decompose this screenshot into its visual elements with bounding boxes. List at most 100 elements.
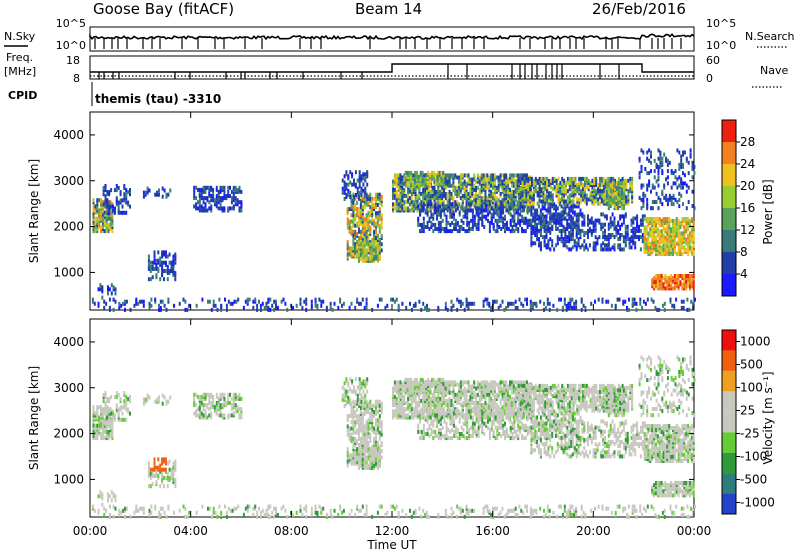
power-cell	[662, 233, 665, 238]
velocity-cell	[346, 447, 349, 452]
power-cell	[460, 218, 463, 223]
power-cell	[514, 192, 517, 196]
power-cell	[347, 182, 350, 187]
freq-panel: Freq. [MHz] 18 8 60 0 Nave CPID themis (…	[4, 51, 788, 106]
power-cell	[690, 276, 693, 281]
velocity-cell	[100, 421, 103, 426]
power-cell	[504, 227, 506, 231]
power-cell	[439, 214, 442, 219]
power-cell	[501, 202, 504, 207]
power-cell	[672, 193, 675, 198]
power-cell	[653, 241, 656, 246]
power-cell	[414, 181, 416, 186]
velocity-cell	[151, 471, 154, 476]
power-cell	[592, 222, 595, 227]
freq-trace	[90, 63, 694, 79]
power-cell	[371, 258, 374, 263]
power-cell	[453, 204, 455, 209]
power-cell	[685, 237, 688, 242]
velocity-cell	[346, 432, 349, 437]
power-cell	[623, 178, 626, 183]
power-cell	[254, 299, 257, 304]
power-cell	[172, 254, 175, 259]
power-cell	[693, 206, 696, 211]
power-cell	[246, 297, 249, 302]
velocity-cell	[350, 401, 353, 406]
power-cell	[414, 185, 417, 190]
power-cell	[519, 220, 522, 225]
power-cell	[680, 154, 683, 159]
power-cell	[597, 183, 600, 187]
power-cell	[422, 196, 425, 201]
power-cell	[380, 194, 383, 199]
power-cell	[450, 192, 453, 196]
power-cell	[452, 303, 455, 308]
power-cell	[621, 176, 624, 181]
power-cell	[482, 181, 485, 186]
power-cell	[527, 201, 530, 206]
power-cell	[142, 194, 145, 199]
power-cell	[463, 173, 466, 178]
colorbar-tick-label: 24	[740, 157, 755, 171]
power-cell	[358, 170, 361, 175]
power-cell	[657, 148, 660, 153]
power-cell	[660, 219, 663, 223]
power-cell	[645, 243, 648, 248]
power-cell	[509, 202, 512, 207]
power-cell	[346, 252, 349, 257]
power-cell	[431, 170, 433, 175]
power-cell	[384, 305, 387, 310]
power-cell	[658, 241, 661, 246]
velocity-cell	[215, 407, 218, 412]
power-cell	[691, 160, 694, 165]
velocity-cell	[350, 426, 353, 431]
velocity-cell	[200, 415, 203, 420]
power-cell	[538, 197, 541, 202]
power-cell	[563, 201, 566, 206]
power-cell	[685, 206, 688, 211]
power-cell	[431, 177, 433, 182]
power-cell	[544, 201, 547, 206]
power-cell	[406, 173, 409, 177]
power-cell	[360, 192, 363, 197]
velocity-cell	[161, 457, 164, 462]
power-cell	[410, 187, 413, 192]
power-cell	[167, 299, 170, 304]
power-cell	[662, 276, 665, 281]
power-cell	[494, 229, 497, 234]
power-cell	[648, 183, 651, 188]
power-cell	[662, 237, 665, 242]
power-cell	[651, 237, 654, 242]
power-cell	[662, 227, 665, 232]
power-cell	[641, 214, 644, 219]
power-cell	[478, 181, 481, 186]
power-cell	[236, 187, 239, 192]
power-cell	[613, 191, 616, 196]
power-cell	[484, 183, 487, 188]
power-cell	[358, 258, 360, 263]
power-cell	[458, 229, 461, 234]
power-cell	[666, 225, 669, 230]
power-cell	[110, 283, 113, 288]
power-cell	[429, 192, 432, 196]
power-cell	[621, 181, 623, 186]
velocity-cell	[125, 417, 128, 422]
power-cell	[200, 194, 203, 198]
power-cell	[422, 225, 425, 229]
power-cell	[645, 237, 648, 242]
power-cell	[354, 250, 357, 255]
power-cell	[532, 178, 535, 183]
power-cell	[378, 213, 381, 218]
power-cell	[378, 217, 381, 222]
power-cell	[365, 301, 368, 306]
power-cell	[195, 196, 198, 201]
power-cell	[605, 193, 608, 198]
velocity-cell	[127, 397, 130, 402]
power-cell	[661, 189, 664, 194]
power-cell	[591, 197, 594, 202]
power-cell	[587, 178, 590, 183]
power-cell	[681, 233, 684, 238]
power-cell	[358, 223, 360, 228]
velocity-cell	[238, 394, 241, 399]
